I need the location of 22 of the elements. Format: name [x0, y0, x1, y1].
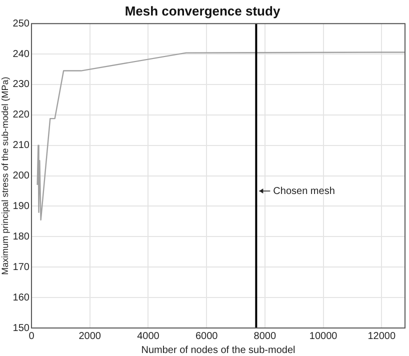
y-tick-label: 200 — [12, 170, 30, 182]
x-tick-label: 8000 — [254, 330, 276, 342]
chart-title: Mesh convergence study — [124, 3, 281, 18]
y-tick-label: 180 — [12, 231, 30, 242]
y-tick-label: 160 — [12, 292, 30, 304]
y-tick-label: 150 — [12, 322, 30, 334]
y-tick-label: 230 — [12, 79, 30, 90]
y-tick-label: 220 — [12, 110, 30, 121]
y-tick-label: 170 — [12, 262, 30, 273]
y-tick-label: 190 — [12, 200, 30, 212]
ref-line-label: Chosen mesh — [273, 186, 335, 197]
x-tick-label: 6000 — [195, 330, 218, 342]
x-tick-label: 10000 — [309, 330, 338, 342]
x-tick-label: 0 — [28, 330, 35, 342]
y-tick-label: 250 — [12, 18, 30, 30]
x-tick-label: 2000 — [78, 330, 102, 342]
x-tick-label: 12000 — [368, 330, 396, 342]
y-axis-title: Maximum principal stress of the sub-model (MPa) — [0, 76, 10, 275]
x-axis-title: Number of nodes of the sub-model — [141, 344, 296, 356]
y-tick-label: 240 — [12, 48, 30, 60]
x-tick-label: 4000 — [137, 330, 160, 342]
y-tick-label: 210 — [12, 140, 30, 152]
